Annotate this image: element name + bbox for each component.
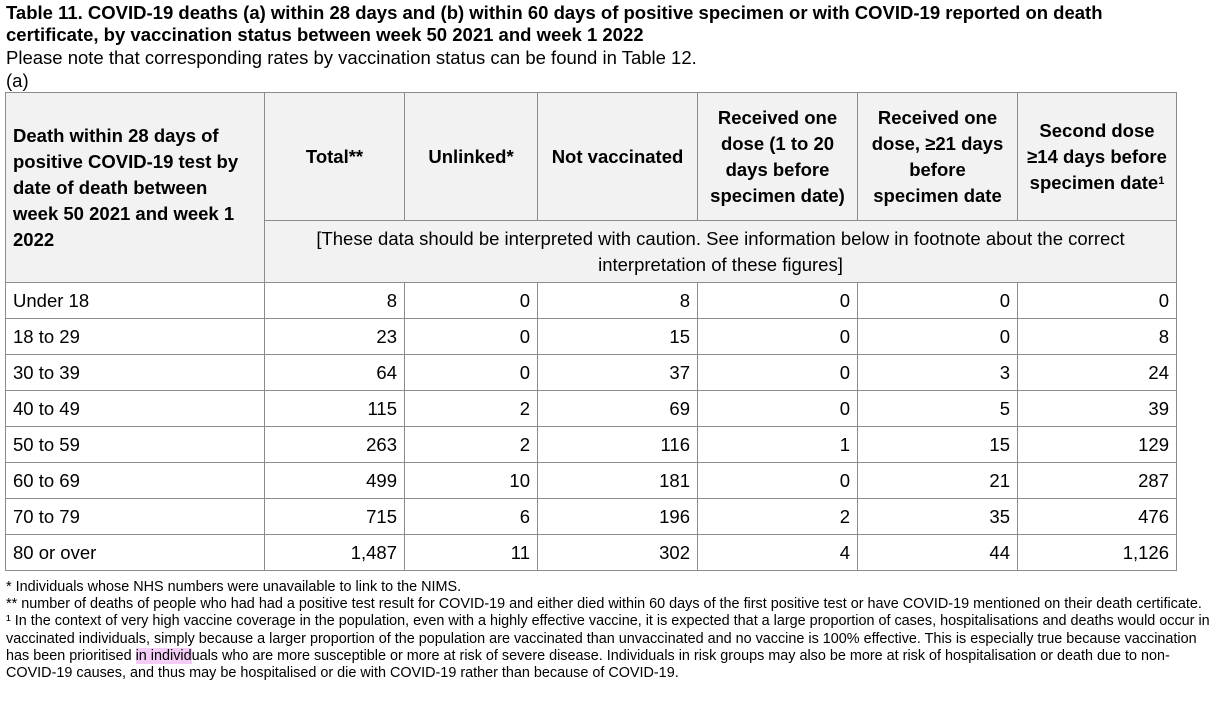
row-label: 70 to 79: [5, 498, 265, 535]
table-row: 30 to 39 64 0 37 0 3 24: [5, 354, 1177, 391]
footnote-text-start: ¹ In the context of very high vaccine co…: [6, 613, 1210, 664]
table-cell: 129: [1017, 426, 1177, 463]
table-cell: 0: [697, 462, 858, 499]
table-cell: 263: [264, 426, 405, 463]
table-cell: 1: [697, 426, 858, 463]
table-cell: 0: [857, 282, 1018, 319]
table-cell: 0: [1017, 282, 1177, 319]
column-header-one-dose-1-20-days: Received one dose (1 to 20 days before s…: [697, 92, 858, 221]
row-label: 18 to 29: [5, 318, 265, 355]
table-cell: 196: [537, 498, 698, 535]
rates-note: Please note that corresponding rates by …: [6, 47, 697, 68]
table-cell: 8: [537, 282, 698, 319]
table-cell: 0: [697, 318, 858, 355]
footnote-vaccination-context: ¹ In the context of very high vaccine co…: [6, 613, 1212, 682]
table-row: 80 or over 1,487 11 302 4 44 1,126: [5, 534, 1177, 571]
footnote-unlinked: * Individuals whose NHS numbers were una…: [6, 579, 462, 595]
table-title: Table 11. COVID-19 deaths (a) within 28 …: [6, 2, 1103, 45]
table-cell: 0: [857, 318, 1018, 355]
footnote-total: ** number of deaths of people who had ha…: [6, 596, 1202, 613]
table-cell: 499: [264, 462, 405, 499]
table-cell: 4: [697, 534, 858, 571]
row-label: 30 to 39: [5, 354, 265, 391]
table-cell: 0: [404, 318, 538, 355]
table-row: 40 to 49 115 2 69 0 5 39: [5, 390, 1177, 427]
table-cell: 10: [404, 462, 538, 499]
row-label: Under 18: [5, 282, 265, 319]
table-row: Under 18 8 0 8 0 0 0: [5, 282, 1177, 319]
header-row: Death within 28 days of positive COVID-1…: [5, 92, 1177, 283]
table-row: 50 to 59 263 2 116 1 15 129: [5, 426, 1177, 463]
table-row: 60 to 69 499 10 181 0 21 287: [5, 462, 1177, 499]
table-cell: 6: [404, 498, 538, 535]
table-cell: 0: [697, 390, 858, 427]
table-cell: 181: [537, 462, 698, 499]
column-header-second-dose: Second dose ≥14 days before specimen dat…: [1017, 92, 1177, 221]
caution-row: [These data should be interpreted with c…: [6, 220, 1177, 283]
table-body: Under 18 8 0 8 0 0 0 18 to 29 23 0 15 0 0 8 30 to 39 64…: [5, 282, 1177, 571]
table-cell: 8: [1017, 318, 1177, 355]
table-cell: 302: [537, 534, 698, 571]
table-cell: 0: [697, 282, 858, 319]
table-cell: 5: [857, 390, 1018, 427]
table-cell: 23: [264, 318, 405, 355]
footnotes: * Individuals whose NHS numbers were una…: [6, 579, 1212, 682]
table-cell: 1,487: [264, 534, 405, 571]
table-row: 18 to 29 23 0 15 0 0 8: [5, 318, 1177, 355]
footnote-text-end: uals who are more susceptible or more at…: [6, 647, 1170, 682]
column-header-second-dose-label: Second dose ≥14 days before specimen dat…: [1027, 119, 1167, 193]
table-cell: 15: [857, 426, 1018, 463]
table-cell: 287: [1017, 462, 1177, 499]
table-cell: 8: [264, 282, 405, 319]
row-label: 60 to 69: [5, 462, 265, 499]
column-header-total: Total**: [264, 92, 405, 221]
footnote-marker: 1: [1158, 174, 1165, 187]
table-cell: 44: [857, 534, 1018, 571]
table-cell: 2: [404, 390, 538, 427]
table-cell: 11: [404, 534, 538, 571]
row-label: 40 to 49: [5, 390, 265, 427]
column-header-not-vaccinated: Not vaccinated: [537, 92, 698, 221]
table-cell: 69: [537, 390, 698, 427]
table-cell: 64: [264, 354, 405, 391]
table-cell: 21: [857, 462, 1018, 499]
table-cell: 115: [264, 390, 405, 427]
subtable-label: (a): [6, 70, 29, 91]
table-cell: 35: [857, 498, 1018, 535]
highlighted-text: in individ: [135, 647, 192, 664]
table-cell: 39: [1017, 390, 1177, 427]
table-cell: 1,126: [1017, 534, 1177, 571]
caution-note: [These data should be interpreted with c…: [264, 220, 1177, 283]
table-cell: 0: [404, 354, 538, 391]
column-header-unlinked: Unlinked*: [404, 92, 538, 221]
corner-header: Death within 28 days of positive COVID-1…: [5, 92, 265, 283]
row-label: 50 to 59: [5, 426, 265, 463]
table-cell: 0: [697, 354, 858, 391]
table-row: 70 to 79 715 6 196 2 35 476: [5, 498, 1177, 535]
deaths-table: Death within 28 days of positive COVID-1…: [5, 92, 1177, 571]
table-cell: 2: [404, 426, 538, 463]
table-cell: 0: [404, 282, 538, 319]
table-cell: 37: [537, 354, 698, 391]
table-cell: 3: [857, 354, 1018, 391]
table-cell: 476: [1017, 498, 1177, 535]
table-cell: 15: [537, 318, 698, 355]
table-cell: 24: [1017, 354, 1177, 391]
table-cell: 2: [697, 498, 858, 535]
row-label: 80 or over: [5, 534, 265, 571]
table-cell: 715: [264, 498, 405, 535]
table-cell: 116: [537, 426, 698, 463]
column-header-one-dose-21-days: Received one dose, ≥21 days before speci…: [857, 92, 1018, 221]
